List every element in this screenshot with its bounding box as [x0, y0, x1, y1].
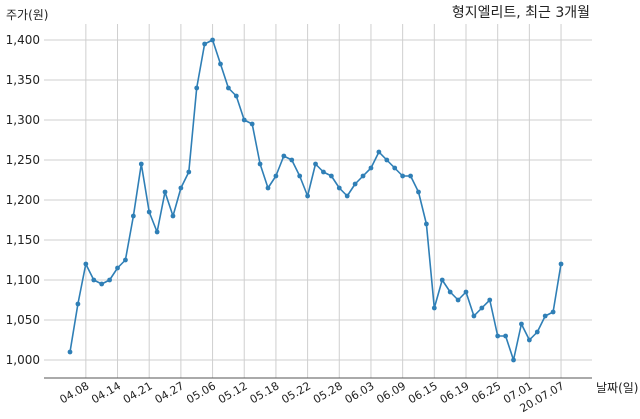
- data-point: [186, 169, 192, 175]
- data-point: [360, 173, 366, 179]
- data-point: [83, 261, 89, 267]
- x-tick-label: 04.21: [121, 379, 155, 406]
- tick-labels: 1,000 1,050 1,100 1,150 1,200 1,250 1,300 1,350…: [6, 33, 567, 415]
- grid-lines: [44, 24, 592, 378]
- y-tick-label: 1,350: [6, 73, 40, 87]
- data-point: [178, 185, 184, 191]
- x-tick-label: 05.06: [184, 379, 218, 406]
- data-point: [257, 161, 263, 167]
- data-point: [67, 349, 73, 355]
- y-tick-label: 1,000: [6, 353, 40, 367]
- data-point: [550, 309, 556, 315]
- data-point: [281, 153, 287, 159]
- data-point: [400, 173, 406, 179]
- x-tick-label: 06.09: [374, 379, 408, 406]
- data-point: [313, 161, 318, 167]
- data-point: [249, 121, 255, 127]
- data-point: [542, 313, 548, 319]
- data-point: [392, 165, 398, 171]
- data-point: [495, 333, 501, 339]
- data-point: [75, 301, 81, 307]
- data-point: [91, 277, 97, 283]
- data-point: [431, 305, 437, 311]
- data-point: [416, 189, 421, 195]
- data-point: [344, 193, 350, 199]
- data-point: [336, 185, 342, 191]
- x-tick-label: 05.12: [216, 379, 250, 406]
- data-point: [99, 281, 105, 287]
- data-point: [146, 209, 152, 215]
- data-point: [463, 289, 469, 295]
- data-point: [130, 213, 136, 219]
- data-point: [376, 149, 382, 155]
- y-tick-label: 1,250: [6, 153, 40, 167]
- x-tick-label: 06.19: [438, 379, 472, 406]
- x-tick-label: 04.27: [153, 379, 187, 406]
- data-point: [194, 85, 200, 91]
- data-point: [479, 305, 485, 311]
- data-point: [503, 333, 508, 339]
- data-point: [424, 221, 429, 227]
- data-point: [273, 173, 279, 179]
- data-point: [471, 313, 477, 319]
- data-point: [408, 173, 413, 179]
- data-point: [297, 173, 303, 179]
- data-point: [526, 337, 532, 343]
- x-tick-label: 05.28: [311, 379, 345, 406]
- data-point: [368, 165, 374, 171]
- data-point: [352, 181, 358, 187]
- price-series: [67, 37, 564, 363]
- x-tick-label: 06.03: [343, 379, 377, 406]
- x-tick-label: 04.08: [58, 379, 92, 406]
- data-point: [447, 289, 453, 295]
- x-tick-label: 04.14: [89, 379, 123, 406]
- data-point: [123, 257, 128, 263]
- data-point: [265, 185, 271, 191]
- x-tick-label: 05.22: [279, 379, 313, 406]
- data-point: [138, 161, 144, 167]
- data-point: [233, 93, 239, 99]
- x-tick-label: 06.25: [469, 379, 503, 406]
- data-point: [305, 193, 310, 199]
- data-point: [439, 277, 445, 283]
- data-point: [170, 213, 176, 219]
- y-tick-label: 1,100: [6, 273, 40, 287]
- data-point: [558, 261, 564, 267]
- x-tick-label: 05.18: [248, 379, 282, 406]
- data-point: [226, 85, 231, 91]
- y-tick-label: 1,050: [6, 313, 40, 327]
- data-point: [162, 189, 168, 195]
- data-point: [154, 229, 160, 235]
- data-point: [487, 297, 493, 303]
- data-point: [107, 277, 112, 283]
- data-point: [202, 41, 208, 47]
- y-tick-label: 1,200: [6, 193, 40, 207]
- data-point: [321, 169, 326, 175]
- data-point: [210, 37, 215, 43]
- data-point: [455, 297, 461, 303]
- y-tick-label: 1,150: [6, 233, 40, 247]
- data-point: [289, 157, 295, 163]
- data-point: [511, 357, 516, 363]
- x-tick-label: 06.15: [406, 379, 440, 406]
- data-point: [218, 61, 223, 67]
- data-point: [384, 157, 390, 163]
- y-axis-label: 주가(원): [6, 8, 48, 22]
- data-point: [241, 117, 247, 123]
- data-point: [115, 265, 120, 271]
- y-tick-label: 1,300: [6, 113, 40, 127]
- data-point: [534, 329, 540, 335]
- x-axis-label: 날짜(일): [596, 381, 638, 395]
- y-tick-label: 1,400: [6, 33, 40, 47]
- data-point: [328, 173, 334, 179]
- data-point: [519, 321, 524, 327]
- chart-title: 형지엘리트, 최근 3개월: [452, 5, 590, 21]
